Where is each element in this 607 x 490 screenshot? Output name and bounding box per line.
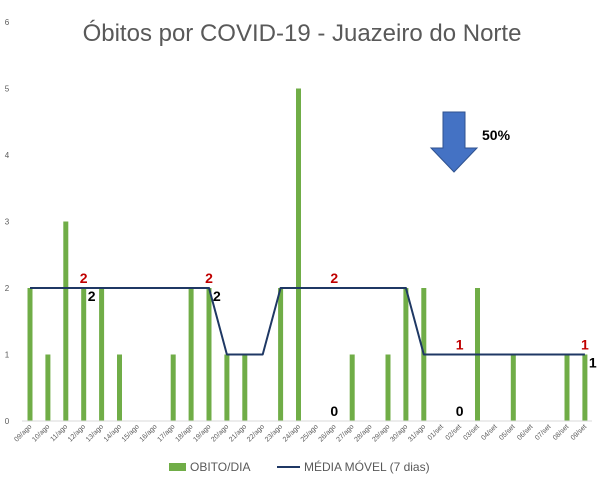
y-tick-label: 4 bbox=[5, 151, 10, 160]
bar bbox=[188, 288, 194, 421]
bar bbox=[510, 354, 516, 421]
x-tick-label: 16/ago bbox=[139, 423, 159, 443]
data-label: 1 bbox=[589, 355, 597, 371]
arrow-note: 50% bbox=[429, 111, 511, 173]
bar bbox=[27, 288, 33, 421]
moving-average-series bbox=[30, 287, 585, 356]
bar bbox=[206, 288, 212, 421]
data-label: 0 bbox=[456, 403, 464, 419]
data-label: 2 bbox=[88, 288, 96, 304]
x-tick-label: 07/set bbox=[534, 423, 552, 441]
bar bbox=[117, 354, 122, 421]
down-arrow-icon bbox=[429, 111, 479, 173]
x-tick-label: 21/ago bbox=[228, 423, 248, 443]
x-tick-label: 14/ago bbox=[103, 423, 123, 443]
bar bbox=[349, 354, 355, 421]
bar bbox=[242, 354, 248, 421]
bar bbox=[564, 354, 570, 421]
bar bbox=[99, 288, 105, 421]
x-tick-label: 08/set bbox=[552, 423, 570, 441]
x-tick-label: 06/set bbox=[516, 423, 534, 441]
x-tick-label: 24/ago bbox=[282, 423, 302, 443]
arrow-note-text: 50% bbox=[482, 127, 511, 143]
x-tick-label: 28/ago bbox=[353, 423, 373, 443]
x-tick-label: 23/ago bbox=[264, 423, 284, 443]
x-tick-label: 01/set bbox=[427, 423, 445, 441]
bar bbox=[45, 354, 51, 421]
data-label: 1 bbox=[456, 337, 464, 353]
x-tick-label: 11/ago bbox=[49, 423, 69, 443]
x-tick-label: 12/ago bbox=[67, 423, 87, 443]
x-tick-label: 30/ago bbox=[389, 423, 409, 443]
x-tick-label: 17/ago bbox=[157, 423, 177, 443]
bar bbox=[278, 288, 284, 421]
x-tick-label: 09/ago bbox=[13, 423, 33, 443]
x-tick-label: 05/set bbox=[498, 423, 516, 441]
x-tick-label: 18/ago bbox=[174, 423, 194, 443]
y-tick-label: 6 bbox=[5, 18, 10, 27]
bar bbox=[224, 354, 230, 421]
legend-swatch-bar bbox=[169, 463, 186, 471]
bar bbox=[385, 354, 391, 421]
y-tick-label: 5 bbox=[5, 85, 10, 94]
x-tick-label: 22/ago bbox=[246, 423, 266, 443]
x-axis: 09/ago10/ago11/ago12/ago13/ago14/ago15/a… bbox=[13, 423, 588, 443]
x-tick-label: 31/ago bbox=[407, 423, 427, 443]
x-tick-label: 04/set bbox=[480, 423, 498, 441]
chart-title: Óbitos por COVID-19 - Juazeiro do Norte bbox=[83, 20, 522, 47]
x-tick-label: 26/ago bbox=[318, 423, 338, 443]
bar bbox=[403, 288, 409, 421]
legend-label-bar: OBITO/DIA bbox=[190, 460, 250, 474]
data-label: 2 bbox=[205, 270, 213, 286]
moving-average-line bbox=[30, 287, 585, 356]
x-tick-label: 20/ago bbox=[210, 423, 230, 443]
x-tick-label: 25/ago bbox=[300, 423, 320, 443]
bar bbox=[170, 354, 176, 421]
data-label: 0 bbox=[330, 403, 338, 419]
bar bbox=[63, 221, 69, 421]
y-axis: 0 1 2 3 4 5 6 bbox=[5, 18, 10, 426]
bar bbox=[81, 288, 87, 421]
data-label: 2 bbox=[213, 288, 221, 304]
y-tick-label: 1 bbox=[5, 351, 10, 360]
x-tick-label: 09/set bbox=[570, 423, 588, 441]
data-label: 2 bbox=[80, 270, 88, 286]
data-label: 1 bbox=[581, 337, 589, 353]
y-tick-label: 2 bbox=[5, 284, 10, 293]
x-tick-label: 13/ago bbox=[85, 423, 105, 443]
x-tick-label: 10/ago bbox=[31, 423, 51, 443]
x-tick-label: 29/ago bbox=[371, 423, 391, 443]
data-label: 2 bbox=[330, 270, 338, 286]
bar bbox=[582, 354, 588, 421]
y-tick-label: 3 bbox=[5, 218, 10, 227]
x-tick-label: 15/ago bbox=[121, 423, 141, 443]
legend-label-line: MÉDIA MÓVEL (7 dias) bbox=[304, 459, 430, 474]
legend: OBITO/DIA MÉDIA MÓVEL (7 dias) bbox=[169, 459, 430, 474]
bar bbox=[296, 88, 301, 421]
x-tick-label: 27/ago bbox=[336, 423, 356, 443]
x-tick-label: 02/set bbox=[445, 423, 463, 441]
x-tick-label: 19/ago bbox=[192, 423, 212, 443]
x-tick-label: 03/set bbox=[462, 423, 480, 441]
y-tick-label: 0 bbox=[5, 417, 10, 426]
